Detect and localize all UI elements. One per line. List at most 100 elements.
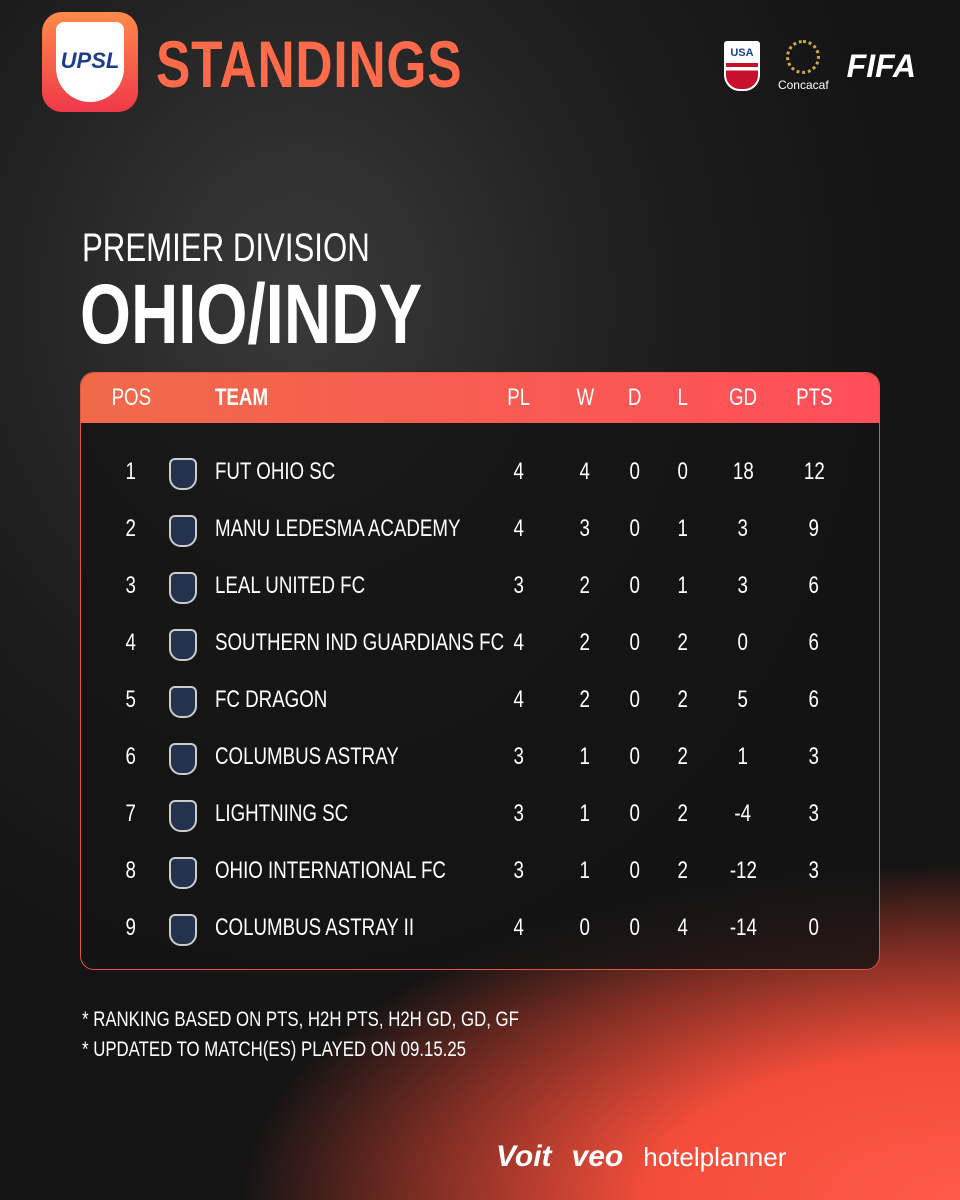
stat-cell-text: 0: [629, 914, 641, 941]
column-header-text: TEAM: [215, 384, 269, 411]
stat-cell-text: 4: [513, 914, 525, 941]
stat-cell-text: 8: [125, 857, 137, 884]
stat-cell-text: 3: [579, 515, 591, 542]
stat-cell: 5: [693, 686, 793, 714]
stat-cell: 1: [535, 857, 635, 885]
stat-cell: 3: [469, 743, 569, 771]
stat-cell: 5: [81, 686, 181, 714]
stat-cell-text: 2: [125, 515, 137, 542]
stat-cell-text: 0: [677, 458, 689, 485]
column-header: D: [585, 384, 685, 412]
stat-cell-text: 2: [579, 629, 591, 656]
stat-cell-text: 4: [125, 629, 137, 656]
stat-cell: 3: [764, 800, 864, 828]
concacaf-logo: Concacaf: [778, 40, 829, 92]
stat-cell: 3: [693, 515, 793, 543]
stat-cell-text: 3: [513, 800, 525, 827]
column-header: TEAM: [215, 384, 283, 412]
note: * UPDATED TO MATCH(ES) PLAYED ON 09.15.2…: [82, 1038, 467, 1061]
stat-cell: 3: [469, 857, 569, 885]
division-subtitle: PREMIER DIVISION: [82, 226, 451, 271]
stat-cell-text: 0: [629, 800, 641, 827]
team-crest: [169, 743, 197, 775]
fifa-logo: FIFA: [846, 47, 916, 84]
stat-cell-text: 1: [579, 743, 591, 770]
stat-cell: 3: [469, 800, 569, 828]
team-name: SOUTHERN IND GUARDIANS FC: [215, 629, 586, 657]
stat-cell-text: 1: [737, 743, 749, 770]
stat-cell-text: 1: [677, 572, 689, 599]
team-name: FUT OHIO SC: [215, 458, 369, 486]
team-crest: [169, 857, 197, 889]
column-header: POS: [81, 384, 181, 412]
stat-cell-text: 4: [513, 629, 525, 656]
stat-cell-text: 3: [125, 572, 137, 599]
division-text: OHIO/INDY: [80, 267, 423, 361]
team-name-text: MANU LEDESMA ACADEMY: [215, 515, 461, 542]
stat-cell: 0: [585, 572, 685, 600]
stat-cell-text: 3: [737, 515, 749, 542]
stat-cell: 7: [81, 800, 181, 828]
stat-cell: 3: [693, 572, 793, 600]
stat-cell: 8: [81, 857, 181, 885]
column-header: PL: [469, 384, 569, 412]
note: * RANKING BASED ON PTS, H2H PTS, H2H GD,…: [82, 1008, 519, 1031]
stat-cell-text: 6: [125, 743, 137, 770]
stat-cell: 3: [81, 572, 181, 600]
team-name-text: LEAL UNITED FC: [215, 572, 366, 599]
stat-cell-text: 0: [629, 857, 641, 884]
column-header-text: D: [628, 384, 642, 411]
subtitle-text: PREMIER DIVISION: [82, 226, 370, 270]
stat-cell: 4: [633, 914, 733, 942]
team-crest: [169, 572, 197, 604]
stat-cell: 0: [535, 914, 635, 942]
stat-cell: 1: [535, 800, 635, 828]
concacaf-text: Concacaf: [777, 78, 829, 92]
stat-cell: 4: [469, 629, 569, 657]
standings-table: POS TEAM PL W D L GD PTS 1 FUT OHIO SC 4 4 0 0 18 12 2 M…: [80, 372, 880, 970]
stat-cell: 6: [764, 629, 864, 657]
team-name: OHIO INTERNATIONAL FC: [215, 857, 511, 885]
stat-cell-text: 2: [677, 857, 689, 884]
team-crest: [169, 458, 197, 490]
stat-cell-text: 2: [677, 800, 689, 827]
logo-shield: [56, 22, 124, 102]
stat-cell-text: 0: [629, 629, 641, 656]
notes: * RANKING BASED ON PTS, H2H PTS, H2H GD,…: [82, 1005, 628, 1065]
stat-cell-text: 4: [513, 686, 525, 713]
stat-cell: 2: [633, 857, 733, 885]
stat-cell: 1: [633, 515, 733, 543]
stat-cell-text: 12: [803, 458, 825, 485]
stat-cell: 2: [633, 629, 733, 657]
usa-logo: USA: [723, 41, 760, 91]
team-name: LIGHTNING SC: [215, 800, 386, 828]
stat-cell: 0: [585, 515, 685, 543]
stat-cell: 2: [535, 572, 635, 600]
stat-cell-text: -12: [729, 857, 757, 884]
stat-cell: 0: [585, 458, 685, 486]
stat-cell-text: 3: [513, 857, 525, 884]
stat-cell-text: 5: [125, 686, 137, 713]
stat-cell-text: 0: [629, 458, 641, 485]
stat-cell: 6: [764, 686, 864, 714]
stat-cell: 0: [585, 629, 685, 657]
table-header: POS TEAM PL W D L GD PTS: [81, 373, 879, 423]
stat-cell-text: 5: [737, 686, 749, 713]
stat-cell-text: 3: [513, 572, 525, 599]
stat-cell-text: 3: [808, 743, 820, 770]
stat-cell-text: 0: [579, 914, 591, 941]
stat-cell: 0: [585, 800, 685, 828]
stat-cell-text: 3: [808, 800, 820, 827]
team-name-text: FC DRAGON: [215, 686, 328, 713]
stat-cell-text: 0: [808, 914, 820, 941]
stat-cell: 4: [81, 629, 181, 657]
stat-cell: 0: [764, 914, 864, 942]
stat-cell: -14: [693, 914, 793, 942]
stat-cell-text: 0: [629, 743, 641, 770]
column-header-text: POS: [111, 384, 151, 411]
team-name: LEAL UNITED FC: [215, 572, 407, 600]
stat-cell: 0: [585, 686, 685, 714]
stat-cell-text: 2: [677, 686, 689, 713]
stat-cell: 2: [81, 515, 181, 543]
stat-cell: 4: [469, 914, 569, 942]
